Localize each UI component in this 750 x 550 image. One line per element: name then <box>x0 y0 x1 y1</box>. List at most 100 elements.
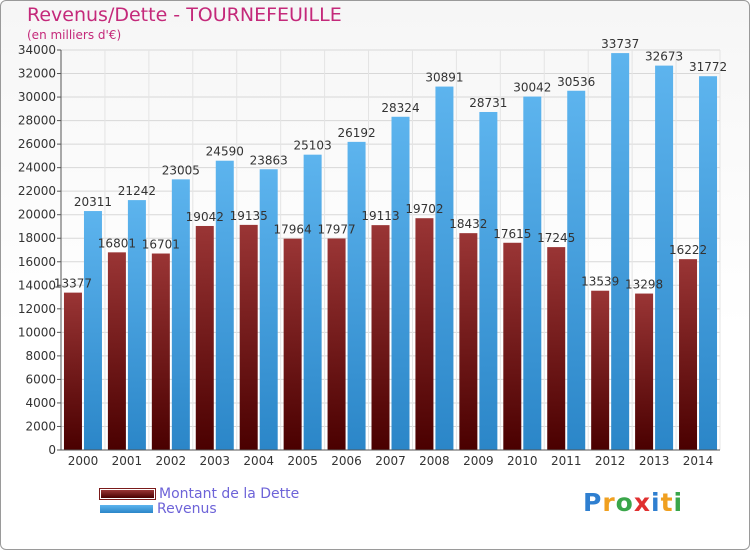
x-tick-label: 2000 <box>68 454 99 468</box>
data-label-dette: 16222 <box>669 243 707 257</box>
logo-letter: x <box>633 488 651 517</box>
data-label-revenus: 23863 <box>250 153 288 167</box>
bar-dette <box>63 292 82 450</box>
data-label-dette: 13377 <box>54 277 92 291</box>
legend-label-revenus: Revenus <box>157 500 217 517</box>
logo-letter: i <box>673 488 684 517</box>
x-tick-label: 2001 <box>112 454 143 468</box>
y-tick-label: 18000 <box>18 231 56 245</box>
bar-dette <box>591 290 610 450</box>
bar-dette <box>195 225 214 450</box>
bar-dette <box>107 252 126 450</box>
y-tick-label: 32000 <box>18 67 56 81</box>
data-label-dette: 13539 <box>581 275 619 289</box>
x-tick-label: 2013 <box>639 454 670 468</box>
proxiti-logo: Proxiti <box>583 488 683 517</box>
y-tick-label: 34000 <box>18 43 56 57</box>
y-tick-label: 26000 <box>18 137 56 151</box>
y-tick-label: 16000 <box>18 255 56 269</box>
data-label-dette: 18432 <box>449 217 487 231</box>
data-label-revenus: 32673 <box>645 50 683 64</box>
y-tick-label: 2000 <box>25 419 56 433</box>
bars-layer <box>63 53 718 451</box>
legend-item-revenus: Revenus <box>100 500 299 517</box>
x-tick-label: 2014 <box>683 454 714 468</box>
legend-item-dette: Montant de la Dette <box>100 485 300 502</box>
data-label-revenus: 33737 <box>601 37 639 51</box>
x-tick-label: 2008 <box>419 454 450 468</box>
bar-dette <box>679 259 698 450</box>
data-label-dette: 17964 <box>274 223 312 237</box>
logo-letter: t <box>660 488 674 517</box>
logo-letter: i <box>651 488 661 517</box>
data-label-dette: 17615 <box>493 227 531 241</box>
bar-revenus <box>303 154 322 450</box>
data-label-revenus: 25103 <box>294 139 332 153</box>
data-label-dette: 17977 <box>317 223 355 237</box>
bar-revenus <box>611 53 630 450</box>
legend-label-dette: Montant de la Dette <box>159 485 300 502</box>
chart-legend: Montant de la Dette Revenus <box>100 485 300 517</box>
bar-revenus <box>347 141 366 450</box>
data-label-dette: 19135 <box>230 209 268 223</box>
bar-dette <box>547 247 566 450</box>
y-tick-label: 12000 <box>18 302 56 316</box>
data-label-revenus: 30891 <box>425 71 463 85</box>
bar-revenus <box>655 65 674 451</box>
data-label-dette: 17245 <box>537 231 575 245</box>
bar-revenus <box>435 86 454 450</box>
data-label-revenus: 28324 <box>381 101 419 115</box>
bar-revenus <box>171 179 190 450</box>
y-tick-label: 8000 <box>25 349 56 363</box>
data-label-dette: 16701 <box>142 238 180 252</box>
bar-revenus <box>523 96 542 451</box>
data-label-dette: 19042 <box>186 210 224 224</box>
x-tick-label: 2012 <box>595 454 626 468</box>
legend-swatch-dette <box>100 488 155 499</box>
y-tick-label: 14000 <box>18 278 56 292</box>
bar-revenus <box>391 116 410 450</box>
x-tick-label: 2009 <box>463 454 494 468</box>
bar-dette <box>151 253 170 450</box>
chart-title: Revenus/Dette - TOURNEFEUILLE <box>27 4 342 26</box>
y-tick-label: 10000 <box>18 325 56 339</box>
bar-revenus <box>127 200 146 450</box>
y-tick-label: 20000 <box>18 208 56 222</box>
logo-letter: r <box>602 488 616 517</box>
y-tick-label: 22000 <box>18 184 56 198</box>
bar-revenus <box>259 169 278 450</box>
bar-revenus <box>479 111 498 451</box>
data-label-revenus: 21242 <box>118 184 156 198</box>
data-label-revenus: 20311 <box>74 195 112 209</box>
y-tick-label: 4000 <box>25 396 56 410</box>
logo-letter: o <box>615 488 634 517</box>
bar-revenus <box>215 160 234 451</box>
labels-layer: 13377 20311 16801 21242 16701 23005 19042 24590… <box>54 37 727 291</box>
bar-dette <box>415 218 434 450</box>
data-label-revenus: 24590 <box>206 145 244 159</box>
x-tick-label: 2011 <box>551 454 582 468</box>
data-label-dette: 13298 <box>625 278 663 292</box>
data-label-revenus: 23005 <box>162 163 200 177</box>
chart-subtitle: (en milliers d'€) <box>27 28 122 42</box>
y-tick-label: 0 <box>48 443 56 457</box>
grid-layer <box>60 49 721 451</box>
bar-revenus <box>699 76 718 450</box>
x-tick-label: 2010 <box>507 454 538 468</box>
bar-dette <box>635 293 654 450</box>
x-tick-label: 2003 <box>199 454 230 468</box>
bar-dette <box>239 224 258 450</box>
axis-layer: 0 2000 4000 6000 8000 10000 12000 14000 16000 180… <box>18 43 720 468</box>
bar-dette <box>283 238 302 450</box>
x-tick-label: 2006 <box>331 454 362 468</box>
x-tick-label: 2002 <box>156 454 187 468</box>
bar-dette <box>327 238 346 450</box>
bar-revenus <box>83 211 102 450</box>
data-label-revenus: 30536 <box>557 75 595 89</box>
data-label-dette: 19702 <box>405 202 443 216</box>
data-label-revenus: 26192 <box>337 126 375 140</box>
y-tick-label: 30000 <box>18 90 56 104</box>
data-label-dette: 16801 <box>98 236 136 250</box>
legend-swatch-revenus <box>100 504 153 513</box>
